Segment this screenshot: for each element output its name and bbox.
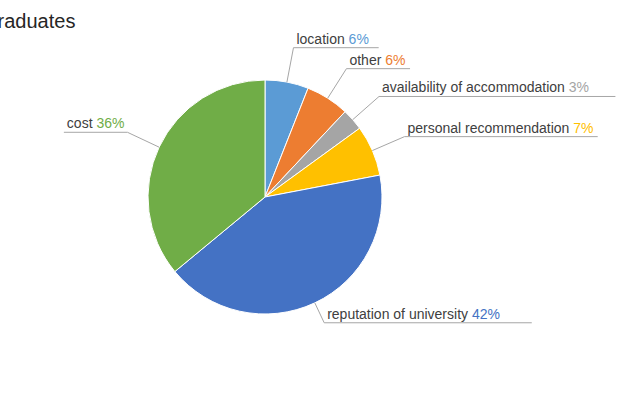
svg-text:other 6%: other 6%: [349, 52, 405, 68]
svg-text:location 6%: location 6%: [296, 31, 368, 47]
svg-text:reputation of university 42%: reputation of university 42%: [327, 306, 500, 322]
svg-text:availability of accommodation: availability of accommodation 3%: [382, 79, 589, 95]
svg-text:postgraduates: postgraduates: [0, 10, 75, 32]
svg-text:personal recommendation 7%: personal recommendation 7%: [407, 120, 593, 136]
svg-text:cost 36%: cost 36%: [67, 115, 125, 131]
